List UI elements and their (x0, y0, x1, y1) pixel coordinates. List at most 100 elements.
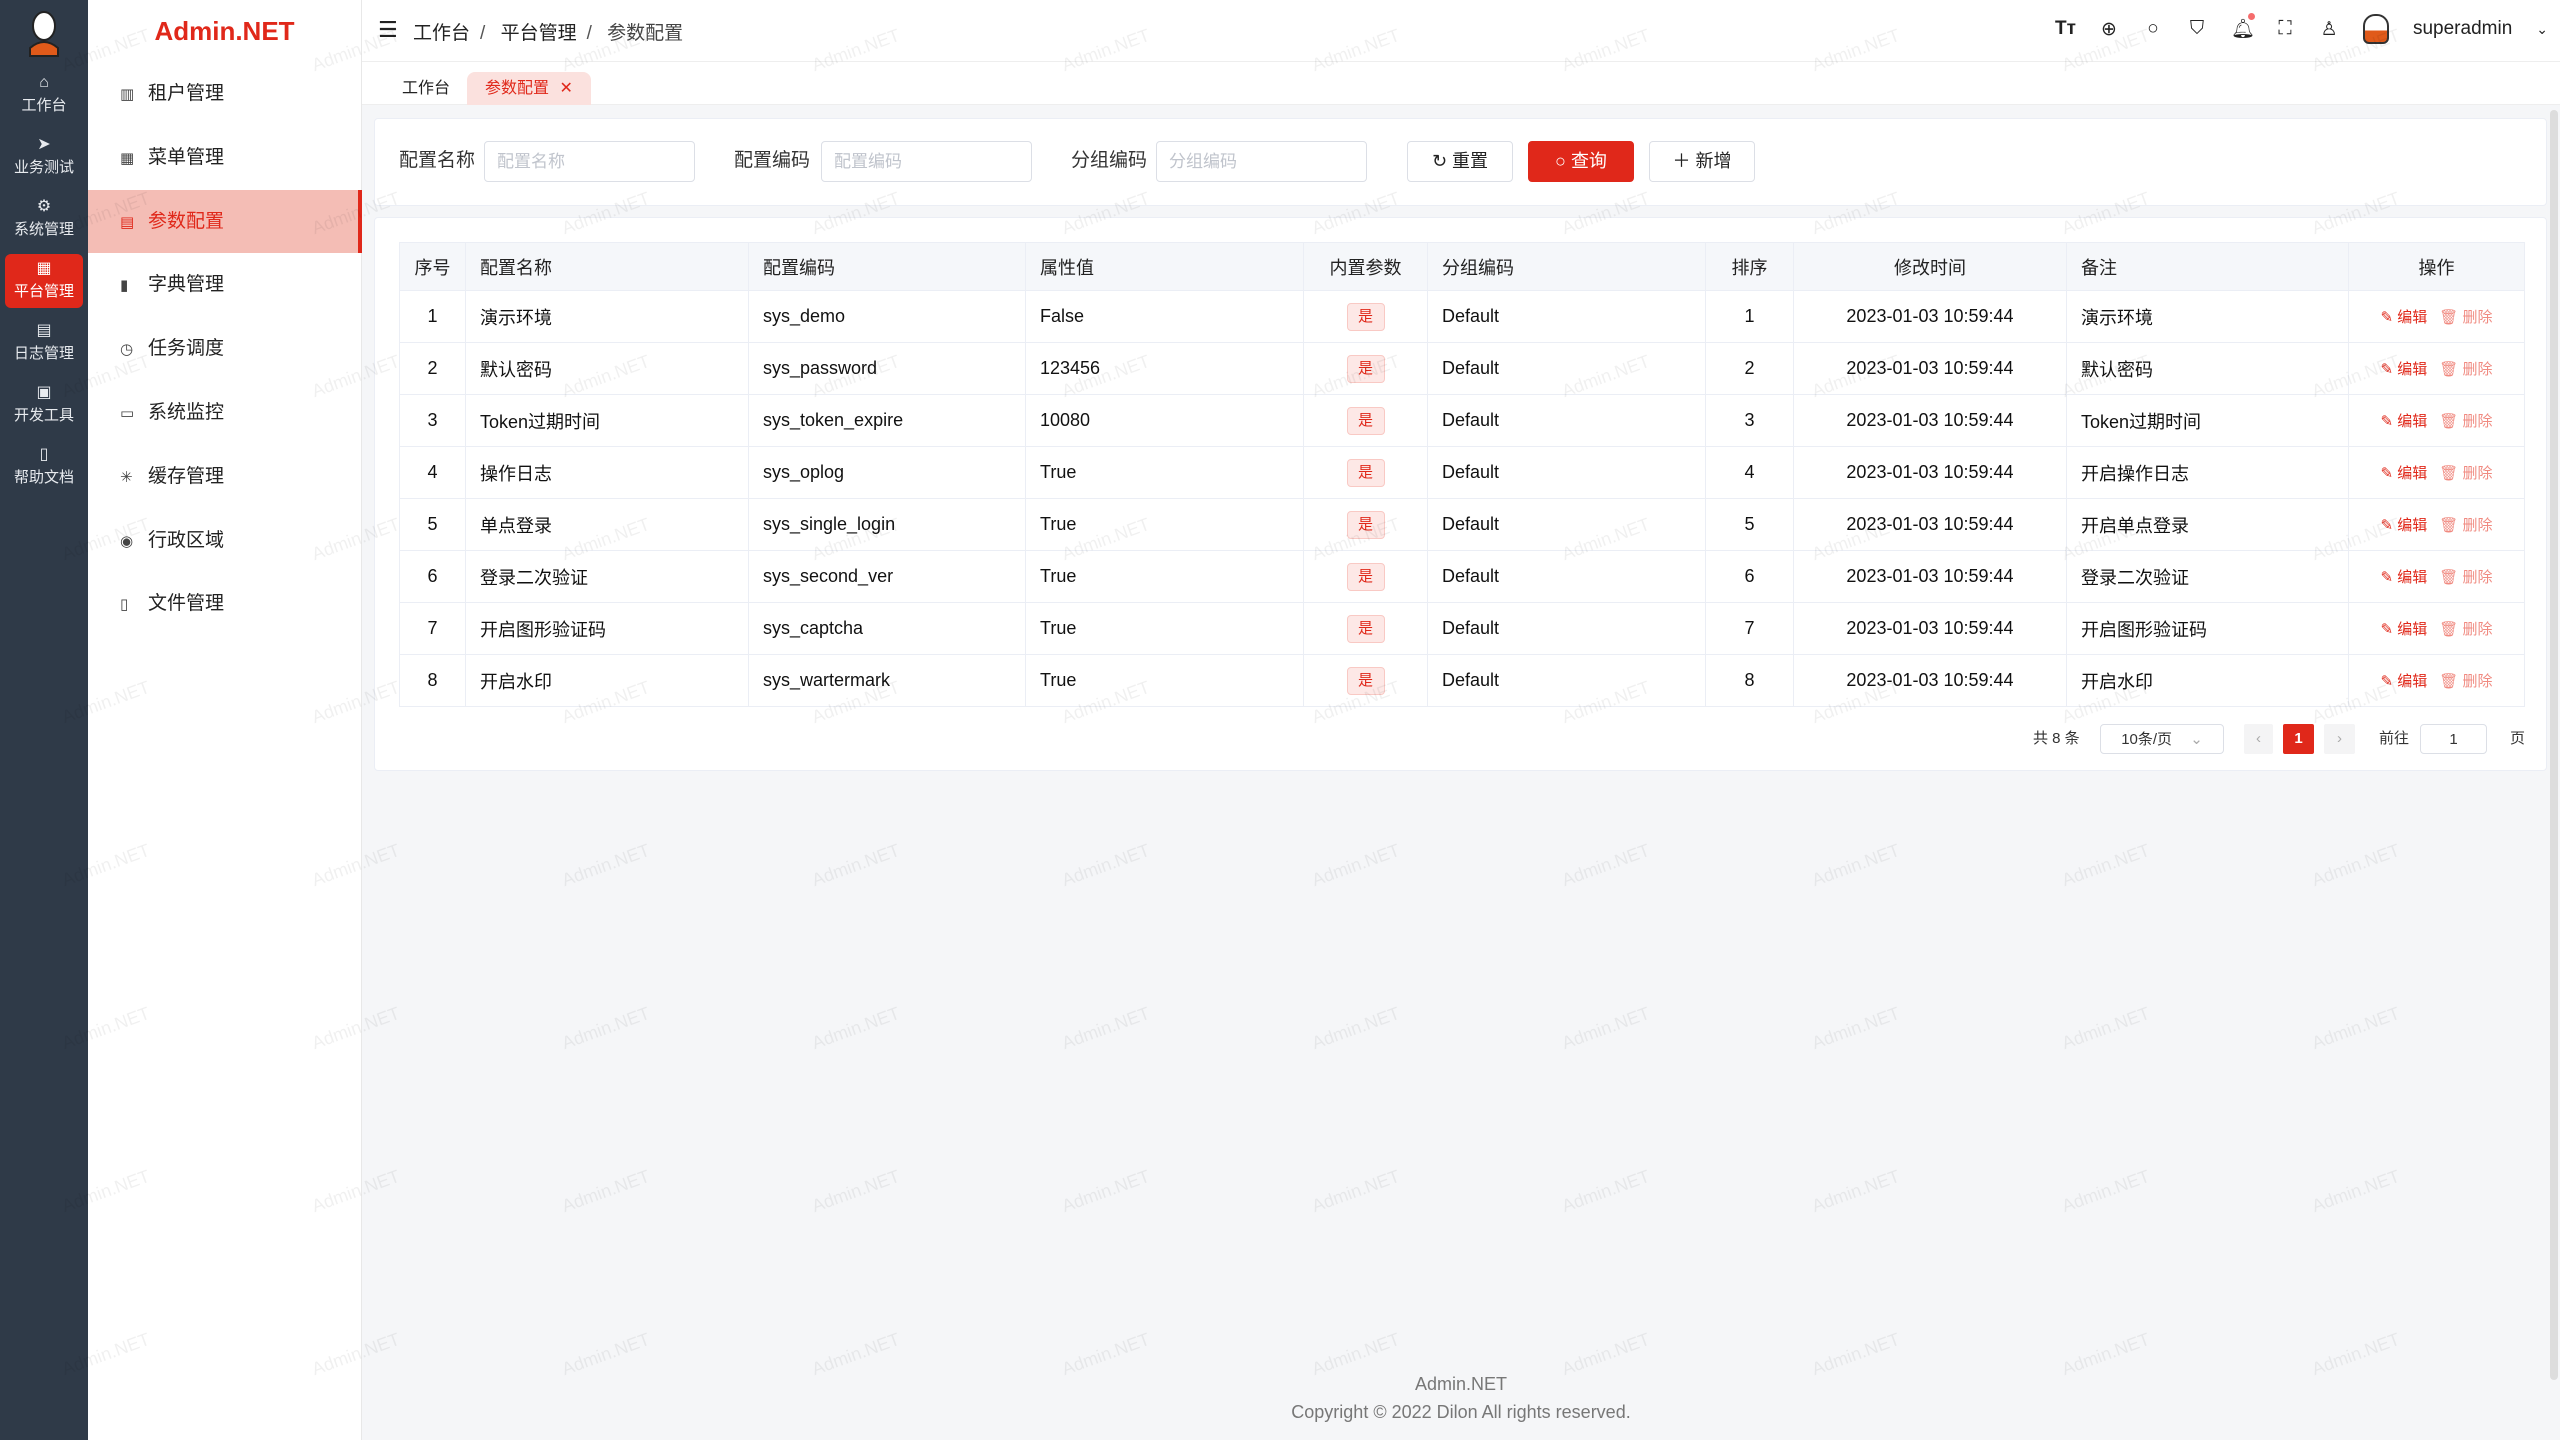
chevron-down-icon[interactable]: ⌄ (2536, 20, 2548, 37)
sidebar-item[interactable]: ▦ 菜单管理 (88, 126, 362, 189)
search-icon[interactable]: ○ (2147, 18, 2159, 39)
breadcrumb-item[interactable]: 平台管理 (500, 23, 577, 44)
edit-button[interactable]: ✎ 编辑 (2381, 673, 2428, 690)
watermark: Admin.NET (1309, 1002, 1403, 1054)
tab-config[interactable]: 参数配置 ✕ (467, 72, 591, 105)
delete-button[interactable]: 🗑︎ 删除 (2439, 621, 2492, 638)
font-size-icon[interactable]: Tт (2054, 18, 2076, 39)
watermark: Admin.NET (2309, 839, 2403, 891)
delete-label: 删除 (2462, 621, 2493, 638)
table-cell: Default (1427, 654, 1706, 707)
delete-button[interactable]: 🗑︎ 删除 (2439, 361, 2492, 378)
table-cell: sys_password (748, 342, 1026, 395)
builtin-tag: 是 (1346, 614, 1385, 643)
sidebar-item-label: 字典管理 (148, 274, 225, 296)
fullscreen-icon[interactable]: ⛶ (2278, 18, 2292, 39)
sidebar-item[interactable]: ▤ 参数配置 (88, 189, 362, 253)
goto-page-input[interactable]: 1 (2420, 724, 2487, 754)
group-code-input[interactable]: 分组编码 (1156, 141, 1367, 182)
bell-icon[interactable]: 🔔︎ (2231, 13, 2255, 41)
prev-page-button[interactable]: ‹ (2244, 724, 2273, 754)
rail-item[interactable]: ▣ 开发工具 (5, 378, 83, 432)
sidebar-item[interactable]: ▯ 文件管理 (88, 572, 362, 635)
table-cell: 10080 (1025, 394, 1304, 447)
table-cell: 7 (1705, 602, 1794, 655)
watermark: Admin.NET (1559, 839, 1653, 891)
edit-label: 编辑 (2397, 465, 2428, 482)
delete-button[interactable]: 🗑︎ 删除 (2439, 309, 2492, 326)
delete-button[interactable]: 🗑︎ 删除 (2439, 569, 2492, 586)
edit-button[interactable]: ✎ 编辑 (2381, 621, 2428, 638)
edit-button[interactable]: ✎ 编辑 (2381, 361, 2428, 378)
table-cell: 2023-01-03 10:59:44 (1793, 342, 2067, 395)
page-button-current[interactable]: 1 (2283, 724, 2314, 754)
table-row: 2 默认密码 sys_password 123456 是 Default 2 2023-01-… (399, 342, 2525, 395)
next-page-button[interactable]: › (2324, 724, 2355, 754)
breadcrumb-item[interactable]: 工作台 (413, 23, 471, 44)
edit-button[interactable]: ✎ 编辑 (2381, 413, 2428, 430)
rail-item[interactable]: ▦ 平台管理 (5, 254, 83, 308)
table-cell: 是 (1303, 446, 1428, 499)
document-icon: ▤ (36, 322, 52, 339)
sidebar-item[interactable]: ▮ 字典管理 (88, 253, 362, 316)
avatar[interactable] (2362, 14, 2389, 44)
table-cell: 演示环境 (465, 290, 749, 343)
config-table: 序号 配置名称 配置编码 属性值 内置参数 分组编码 排序 修改时间 备注 操作 1 演示环境 sys… (399, 242, 2525, 707)
table-cell: sys_single_login (748, 498, 1026, 551)
rail-item[interactable]: ⌂ 工作台 (5, 68, 83, 122)
sidebar-item[interactable]: ◉ 行政区域 (88, 509, 362, 572)
watermark: Admin.NET (1309, 839, 1403, 891)
page-suffix: 页 (2510, 730, 2526, 747)
rail-item[interactable]: ⚙ 系统管理 (5, 192, 83, 246)
add-label: 新增 (1695, 151, 1732, 171)
add-button[interactable]: ＋ 新增 (1649, 141, 1755, 182)
column-header: 配置编码 (748, 242, 1026, 291)
config-code-label: 配置编码 (734, 150, 811, 171)
sidebar-item-label: 文件管理 (148, 593, 225, 615)
close-icon[interactable]: ✕ (559, 80, 573, 97)
edit-button[interactable]: ✎ 编辑 (2381, 465, 2428, 482)
config-name-input[interactable]: 配置名称 (484, 141, 695, 182)
table-cell: Default (1427, 342, 1706, 395)
delete-button[interactable]: 🗑︎ 删除 (2439, 673, 2492, 690)
sidebar-item-label: 行政区域 (148, 529, 225, 551)
language-icon[interactable]: ⊕ (2101, 18, 2117, 40)
username[interactable]: superadmin (2412, 18, 2513, 39)
edit-button[interactable]: ✎ 编辑 (2381, 309, 2428, 326)
sidebar-item[interactable]: ✳ 缓存管理 (88, 445, 362, 508)
delete-button[interactable]: 🗑︎ 删除 (2439, 413, 2492, 430)
table-cell: 开启图形验证码 (465, 602, 749, 655)
config-name-label: 配置名称 (399, 150, 476, 171)
menu-collapse-icon[interactable]: ☰ (378, 17, 398, 42)
refresh-icon: ↻ (1431, 151, 1448, 171)
sidebar-item[interactable]: ▥ 租户管理 (88, 62, 362, 125)
user-icon[interactable]: ♙ (2320, 18, 2338, 40)
sidebar-item[interactable]: ▭ 系统监控 (88, 381, 362, 444)
table-cell: Token过期时间 (465, 394, 749, 447)
theme-shirt-icon[interactable]: ⛉ (2189, 18, 2205, 39)
tab-workbench[interactable]: 工作台 (384, 72, 468, 105)
sidebar-item[interactable]: ◷ 任务调度 (88, 317, 362, 380)
table-cell: True (1025, 550, 1304, 603)
query-button[interactable]: ○ 查询 (1528, 141, 1634, 182)
rail-item-label: 帮助文档 (13, 469, 74, 486)
delete-button[interactable]: 🗑︎ 删除 (2439, 517, 2492, 534)
rail-item[interactable]: ▤ 日志管理 (5, 316, 83, 370)
table-cell: 3 (1705, 394, 1794, 447)
watermark: Admin.NET (2309, 1165, 2403, 1217)
table-cell: 登录二次验证 (465, 550, 749, 603)
edit-button[interactable]: ✎ 编辑 (2381, 569, 2428, 586)
rail-item[interactable]: ▯ 帮助文档 (5, 440, 83, 494)
trash-icon: 🗑︎ (2439, 621, 2463, 638)
loading-icon: ✳ (120, 468, 133, 486)
page-size-select[interactable]: 10条/页 ⌄ (2100, 724, 2224, 754)
watermark: Admin.NET (1559, 1165, 1653, 1217)
scrollbar[interactable] (2550, 110, 2558, 1380)
sidebar-item-label: 菜单管理 (148, 146, 225, 168)
rail-item[interactable]: ➤ 业务测试 (5, 130, 83, 184)
delete-button[interactable]: 🗑︎ 删除 (2439, 465, 2492, 482)
config-code-input[interactable]: 配置编码 (821, 141, 1032, 182)
reset-button[interactable]: ↻ 重置 (1407, 141, 1513, 182)
edit-icon: ✎ (2380, 517, 2398, 534)
edit-button[interactable]: ✎ 编辑 (2381, 517, 2428, 534)
